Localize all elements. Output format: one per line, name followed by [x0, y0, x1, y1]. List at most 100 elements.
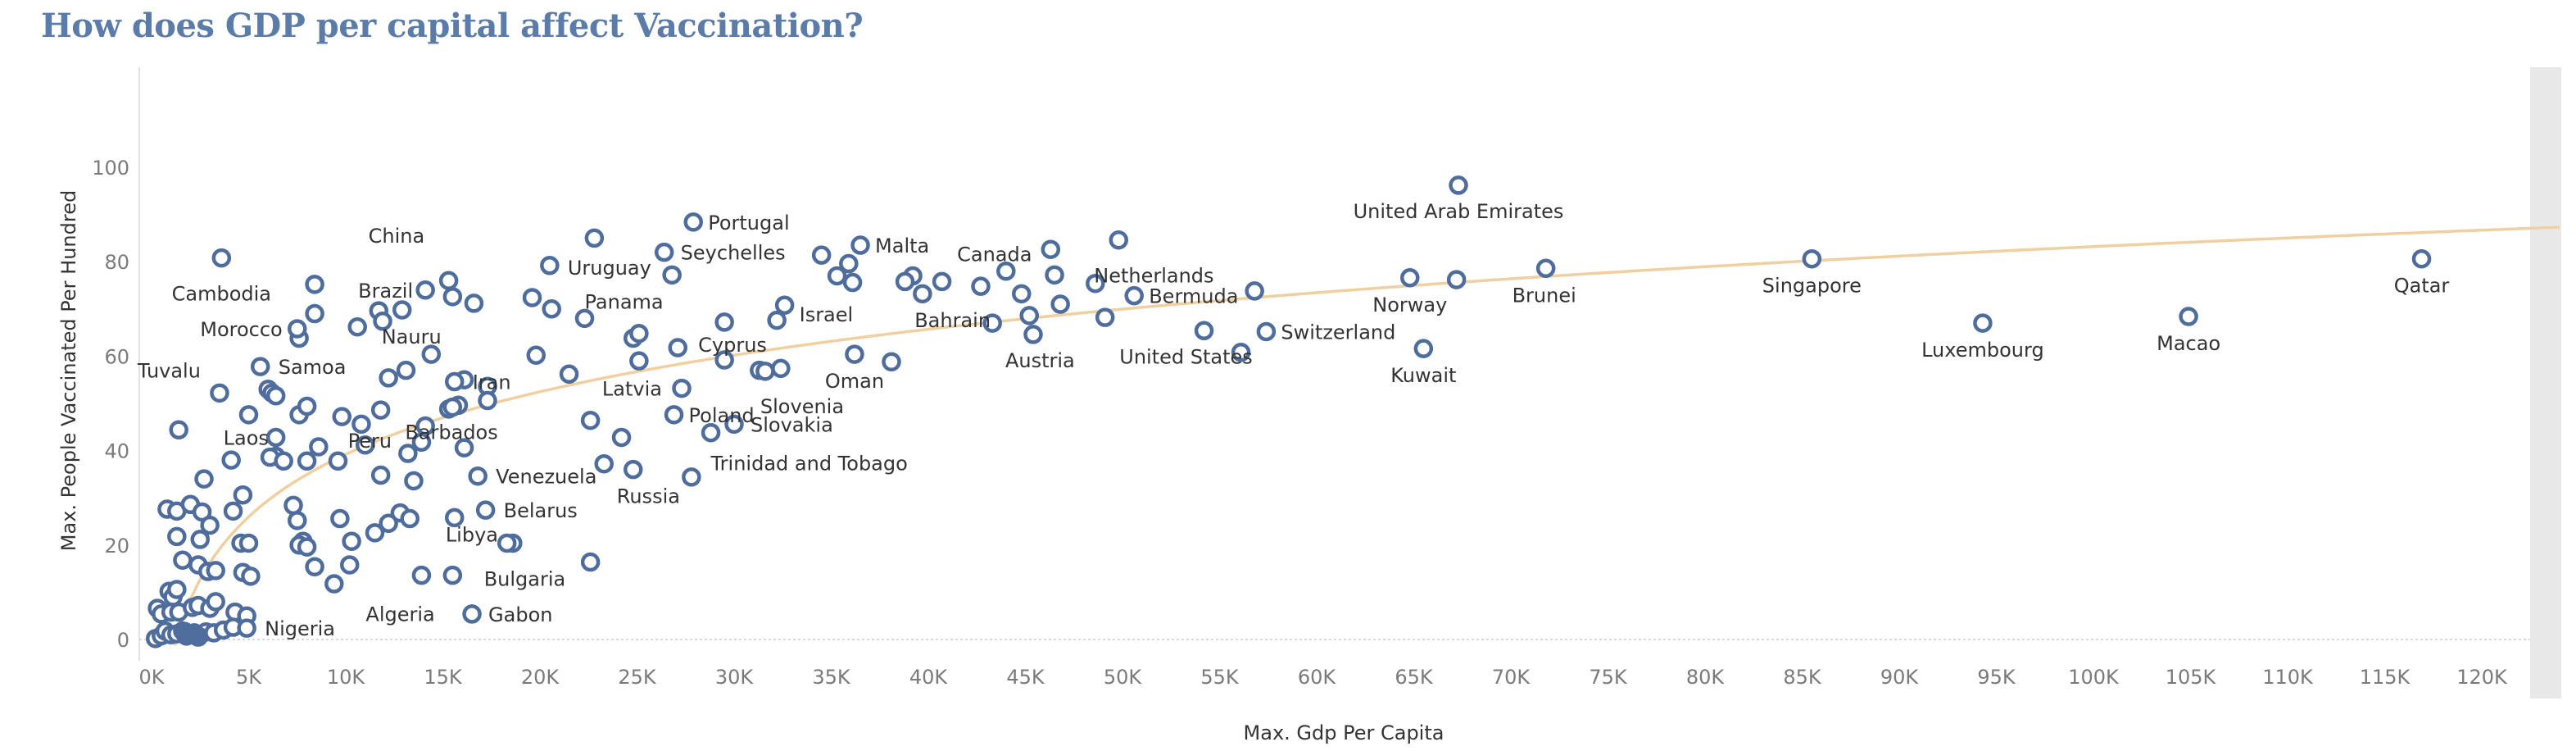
- data-point[interactable]: [283, 495, 303, 516]
- data-point[interactable]: [265, 386, 286, 406]
- data-point[interactable]: [1802, 248, 1822, 269]
- data-point[interactable]: [250, 357, 270, 376]
- data-point[interactable]: [584, 228, 605, 248]
- data-point[interactable]: [400, 508, 420, 529]
- data-point[interactable]: [370, 465, 391, 485]
- data-point[interactable]: [672, 378, 692, 398]
- data-point[interactable]: [2179, 307, 2198, 326]
- data-point[interactable]: [475, 500, 496, 520]
- data-point[interactable]: [190, 530, 210, 549]
- data-point[interactable]: [200, 515, 220, 535]
- data-point[interactable]: [415, 280, 435, 300]
- data-point[interactable]: [442, 397, 463, 417]
- data-point[interactable]: [265, 427, 286, 448]
- data-point[interactable]: [526, 345, 546, 365]
- data-point[interactable]: [339, 555, 360, 575]
- data-point[interactable]: [668, 338, 688, 357]
- data-point[interactable]: [542, 299, 561, 319]
- data-point[interactable]: [664, 405, 684, 425]
- data-point[interactable]: [411, 432, 432, 452]
- data-point[interactable]: [355, 435, 375, 455]
- data-point[interactable]: [913, 284, 932, 304]
- data-point[interactable]: [932, 271, 952, 292]
- data-point[interactable]: [1446, 270, 1467, 289]
- data-point[interactable]: [845, 344, 864, 364]
- data-point[interactable]: [342, 531, 361, 551]
- data-point[interactable]: [771, 358, 791, 379]
- data-point[interactable]: [206, 561, 225, 580]
- data-point[interactable]: [629, 351, 649, 371]
- data-point[interactable]: [895, 271, 915, 292]
- data-point[interactable]: [767, 310, 787, 330]
- data-point[interactable]: [774, 295, 795, 315]
- data-point[interactable]: [1050, 294, 1070, 314]
- data-point[interactable]: [827, 266, 847, 286]
- data-point[interactable]: [330, 508, 350, 529]
- data-point-cluster[interactable]: [175, 621, 195, 643]
- data-point[interactable]: [167, 580, 187, 599]
- data-point[interactable]: [365, 523, 385, 543]
- data-point[interactable]: [237, 618, 256, 638]
- scrollbar-track[interactable]: [2530, 67, 2561, 699]
- data-point[interactable]: [288, 511, 307, 530]
- data-point[interactable]: [1023, 325, 1043, 344]
- data-point[interactable]: [850, 235, 870, 255]
- data-point[interactable]: [478, 390, 497, 411]
- data-point[interactable]: [379, 513, 398, 534]
- data-point[interactable]: [1124, 285, 1144, 306]
- data-point[interactable]: [210, 383, 229, 403]
- data-point[interactable]: [194, 469, 214, 489]
- data-point[interactable]: [701, 422, 721, 443]
- data-point[interactable]: [574, 308, 595, 329]
- data-point[interactable]: [714, 350, 734, 370]
- data-point[interactable]: [1095, 307, 1115, 327]
- data-point[interactable]: [462, 604, 482, 624]
- data-point[interactable]: [274, 451, 293, 471]
- data-point[interactable]: [1400, 268, 1420, 288]
- data-point[interactable]: [654, 242, 674, 262]
- data-point[interactable]: [332, 407, 352, 426]
- data-point[interactable]: [444, 371, 465, 392]
- data-point[interactable]: [379, 368, 398, 388]
- data-point[interactable]: [811, 245, 832, 265]
- data-point[interactable]: [724, 414, 744, 435]
- data-point[interactable]: [309, 437, 329, 457]
- data-point[interactable]: [1256, 321, 1277, 342]
- data-point[interactable]: [1973, 313, 1993, 333]
- data-point[interactable]: [611, 427, 632, 448]
- data-point[interactable]: [1231, 343, 1251, 362]
- data-point[interactable]: [1535, 258, 1556, 279]
- data-point[interactable]: [297, 537, 317, 557]
- data-point[interactable]: [206, 592, 225, 612]
- data-point[interactable]: [297, 396, 317, 416]
- data-point[interactable]: [682, 467, 701, 487]
- data-point[interactable]: [421, 344, 442, 364]
- data-point[interactable]: [497, 533, 517, 553]
- data-point[interactable]: [1045, 265, 1064, 285]
- data-point[interactable]: [580, 552, 601, 572]
- data-point[interactable]: [1449, 175, 1468, 195]
- data-point[interactable]: [167, 526, 187, 547]
- data-point[interactable]: [559, 364, 579, 385]
- data-point[interactable]: [683, 212, 703, 232]
- data-point[interactable]: [454, 438, 474, 457]
- data-point[interactable]: [305, 557, 324, 577]
- data-point[interactable]: [173, 550, 193, 570]
- data-point[interactable]: [404, 471, 424, 491]
- data-point[interactable]: [444, 507, 465, 528]
- data-point[interactable]: [442, 287, 463, 307]
- data-point[interactable]: [211, 248, 232, 268]
- data-point[interactable]: [1012, 284, 1032, 304]
- data-point[interactable]: [370, 400, 391, 420]
- data-point[interactable]: [755, 362, 775, 381]
- data-point[interactable]: [233, 485, 253, 505]
- data-point[interactable]: [594, 453, 614, 474]
- data-point[interactable]: [305, 275, 324, 294]
- data-point[interactable]: [1019, 306, 1039, 325]
- data-point[interactable]: [1194, 321, 1214, 341]
- data-point[interactable]: [1245, 281, 1264, 301]
- data-point[interactable]: [468, 466, 488, 486]
- data-point[interactable]: [238, 533, 259, 553]
- data-point[interactable]: [662, 265, 682, 285]
- data-point[interactable]: [347, 316, 367, 337]
